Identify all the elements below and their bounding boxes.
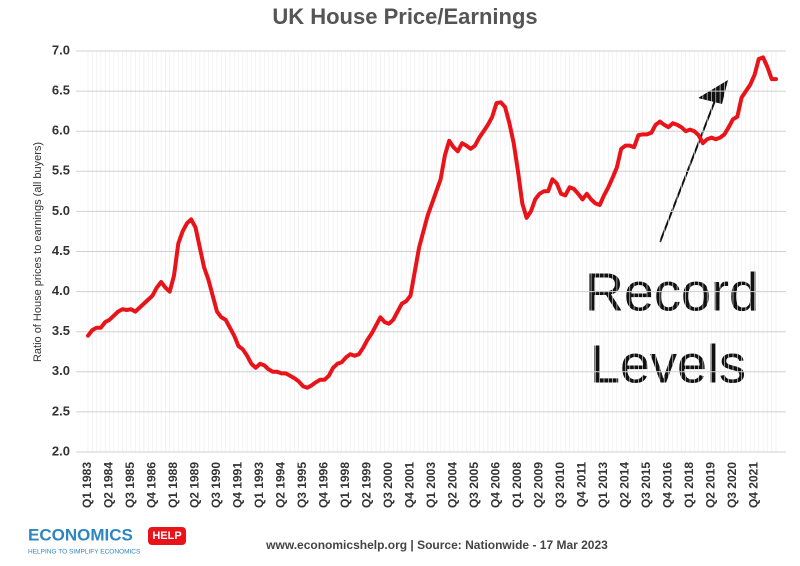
x-tick-label: Q1 1983 — [80, 462, 94, 508]
y-tick-label: 4.5 — [52, 243, 70, 258]
x-tick-label: Q4 2011 — [575, 462, 589, 508]
x-tick-label: Q2 1989 — [188, 462, 202, 508]
annotation: Levels — [590, 334, 746, 394]
x-tick-label: Q1 2018 — [682, 462, 696, 508]
x-tick-label: Q2 1994 — [274, 462, 288, 508]
x-tick-label: Q2 2004 — [446, 462, 460, 508]
annotation: Record — [585, 262, 759, 322]
y-tick-label: 4.0 — [52, 283, 70, 298]
x-tick-label: Q2 2009 — [532, 462, 546, 508]
x-tick-label: Q4 1991 — [231, 462, 245, 508]
x-tick-label: Q1 2003 — [424, 462, 438, 508]
x-tick-label: Q4 1996 — [317, 462, 331, 508]
x-tick-label: Q1 2013 — [596, 462, 610, 508]
x-tick-label: Q3 2005 — [467, 462, 481, 508]
y-axis-label: Ratio of House prices to earnings (all b… — [32, 142, 44, 362]
x-tick-label: Q4 1986 — [145, 462, 159, 508]
y-tick-label: 6.0 — [52, 123, 70, 138]
y-tick-label: 3.0 — [52, 363, 70, 378]
x-tick-label: Q4 2001 — [403, 462, 417, 508]
x-tick-label: Q3 2000 — [381, 462, 395, 508]
y-tick-label: 7.0 — [52, 42, 70, 57]
x-tick-label: Q1 1993 — [252, 462, 266, 508]
x-tick-label: Q3 2010 — [553, 462, 567, 508]
x-tick-label: Q3 1985 — [123, 462, 137, 508]
x-tick-label: Q2 1984 — [102, 462, 116, 508]
footer: www.economicshelp.org | Source: Nationwi… — [265, 538, 608, 552]
x-tick-label: Q1 2008 — [510, 462, 524, 508]
y-tick-label: 5.5 — [52, 163, 70, 178]
arrow-shaft — [659, 97, 717, 243]
x-tick-label: Q1 1988 — [166, 462, 180, 508]
y-tick-label: 6.5 — [52, 83, 70, 98]
chart-title: UK House Price/Earnings — [272, 4, 537, 29]
y-tick-label: 3.5 — [52, 323, 70, 338]
x-tick-label: Q3 2020 — [725, 462, 739, 508]
data-line — [86, 55, 778, 390]
logo-tagline: HELPING TO SIMPLIFY ECONOMICS — [28, 549, 141, 556]
x-tick-label: Q3 1995 — [295, 462, 309, 508]
x-tick-label: Q4 2006 — [489, 462, 503, 508]
x-tick-label: Q4 2021 — [747, 462, 761, 508]
y-tick-label: 2.0 — [52, 443, 70, 458]
x-tick-label: Q2 1999 — [360, 462, 374, 508]
x-tick-label: Q2 2014 — [618, 462, 632, 508]
x-tick-label: Q4 2016 — [661, 462, 675, 508]
logo-main: ECONOMICS — [28, 525, 133, 544]
y-tick-label: 5.0 — [52, 203, 70, 218]
logo-badge-bg — [148, 527, 186, 545]
y-tick-label: 2.5 — [52, 403, 70, 418]
logo-badge: HELP — [152, 530, 181, 542]
x-tick-label: Q1 1998 — [338, 462, 352, 508]
x-tick-label: Q2 2019 — [704, 462, 718, 508]
x-tick-label: Q3 2015 — [639, 462, 653, 508]
arrow-head — [698, 80, 728, 104]
x-tick-label: Q3 1990 — [209, 462, 223, 508]
